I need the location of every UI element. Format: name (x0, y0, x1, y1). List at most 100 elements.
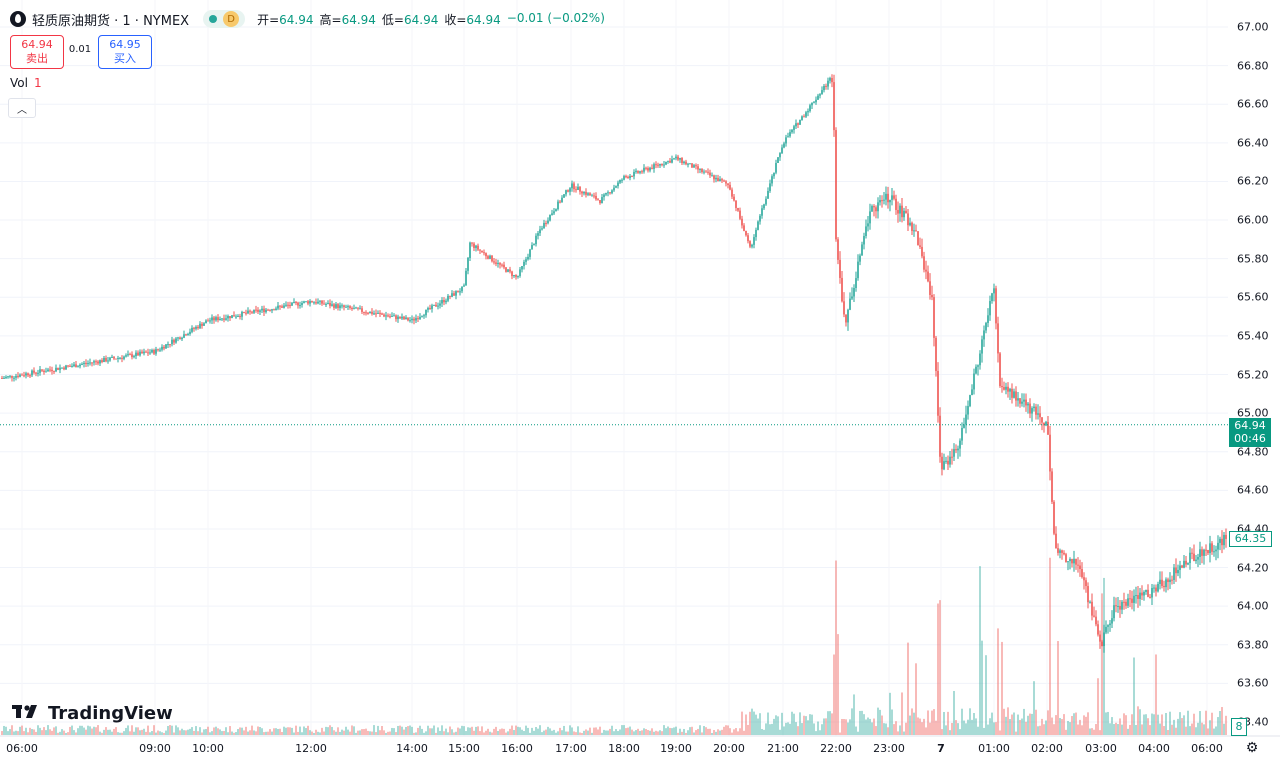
volume-bar (825, 718, 827, 735)
candle-body (1039, 413, 1041, 418)
ohlc-low-value: 64.94 (403, 12, 439, 27)
volume-bar (925, 727, 927, 735)
candle-body (813, 102, 815, 104)
volume-bar (1087, 712, 1089, 735)
volume-bar (71, 725, 73, 735)
candle-body (431, 305, 433, 309)
candle-body (905, 210, 907, 214)
candle-body (283, 305, 285, 308)
candle-body (951, 456, 953, 458)
candle-body (183, 334, 185, 338)
candle-body (97, 361, 99, 364)
collapse-legend-button[interactable]: ︿ (8, 98, 36, 118)
volume-bar (505, 732, 507, 735)
volume-legend[interactable]: Vol 1 (10, 76, 42, 90)
candle-body (1173, 567, 1175, 580)
volume-bar (535, 727, 537, 735)
volume-bar (73, 730, 75, 735)
volume-bar (243, 730, 245, 735)
candle-body (149, 352, 151, 354)
sell-label: 卖出 (26, 52, 48, 65)
brand-name: TradingView (48, 703, 173, 724)
volume-bar (765, 723, 767, 735)
candle-body (19, 374, 21, 377)
volume-bar (141, 729, 143, 735)
volume-bar (93, 726, 95, 735)
volume-bar (703, 726, 705, 735)
candle-body (541, 228, 543, 230)
candle-body (579, 186, 581, 192)
volume-bar (537, 728, 539, 735)
candle-body (225, 318, 227, 320)
candle-body (281, 306, 283, 308)
candle-body (3, 377, 5, 379)
volume-bar (473, 730, 475, 735)
volume-bar (245, 726, 247, 735)
candle-body (805, 112, 807, 117)
market-status-pill[interactable]: D (203, 10, 246, 28)
candle-body (639, 171, 641, 173)
candle-body (243, 311, 245, 313)
candle-body (843, 301, 845, 315)
candle-body (169, 344, 171, 346)
candle-body (247, 310, 249, 314)
candle-body (461, 286, 463, 292)
volume-bar (943, 711, 945, 735)
volume-bar (711, 732, 713, 735)
candle-body (401, 316, 403, 319)
candle-body (427, 308, 429, 310)
volume-bar (151, 731, 153, 735)
symbol-title[interactable]: 轻质原油期货 · 1 · NYMEX (32, 13, 190, 29)
volume-bar (471, 726, 473, 735)
chart-settings-gear-icon[interactable]: ⚙ (1245, 740, 1259, 756)
candle-body (509, 269, 511, 272)
candle-body (463, 285, 465, 287)
candle-body (705, 171, 707, 173)
candle-body (237, 316, 239, 318)
candle-body (287, 304, 289, 306)
volume-bar (9, 729, 11, 735)
grid-lines (0, 26, 1228, 723)
candle-body (523, 261, 525, 267)
volume-bar (143, 728, 145, 735)
volume-bar (187, 729, 189, 735)
candle-body (137, 352, 139, 356)
volume-bar (1107, 711, 1109, 735)
volume-bar (555, 732, 557, 735)
volume-bar (643, 728, 645, 735)
candle-body (865, 226, 867, 237)
sell-button[interactable]: 64.94 卖出 (10, 35, 64, 69)
candle-body (647, 168, 649, 171)
volume-bar (591, 732, 593, 735)
volume-bar (409, 725, 411, 735)
candle-body (693, 165, 695, 168)
candle-body (175, 338, 177, 343)
candle-body (1025, 399, 1027, 406)
ohlc-low-label: 低= (381, 12, 404, 27)
candle-body (617, 182, 619, 187)
volume-bar (1029, 713, 1031, 735)
tradingview-logo[interactable]: TradingView (12, 703, 173, 724)
volume-bar (827, 711, 829, 735)
candle-body (821, 90, 823, 95)
candle-body (587, 193, 589, 195)
volume-bar (965, 723, 967, 735)
volume-bar (817, 721, 819, 735)
candle-body (277, 305, 279, 309)
candle-body (391, 315, 393, 317)
volume-bar (509, 728, 511, 735)
candle-body (1083, 577, 1085, 581)
candle-body (1087, 586, 1089, 603)
volume-bar (69, 726, 71, 735)
candle-body (1169, 579, 1171, 583)
volume-bar (987, 724, 989, 735)
volume-bar (483, 732, 485, 735)
buy-button[interactable]: 64.95 买入 (98, 35, 152, 69)
volume-bar (519, 727, 521, 735)
volume-bar (691, 726, 693, 735)
candle-body (1065, 554, 1067, 563)
volume-bar (937, 603, 939, 735)
candle-body (261, 308, 263, 311)
volume-bar (51, 730, 53, 735)
